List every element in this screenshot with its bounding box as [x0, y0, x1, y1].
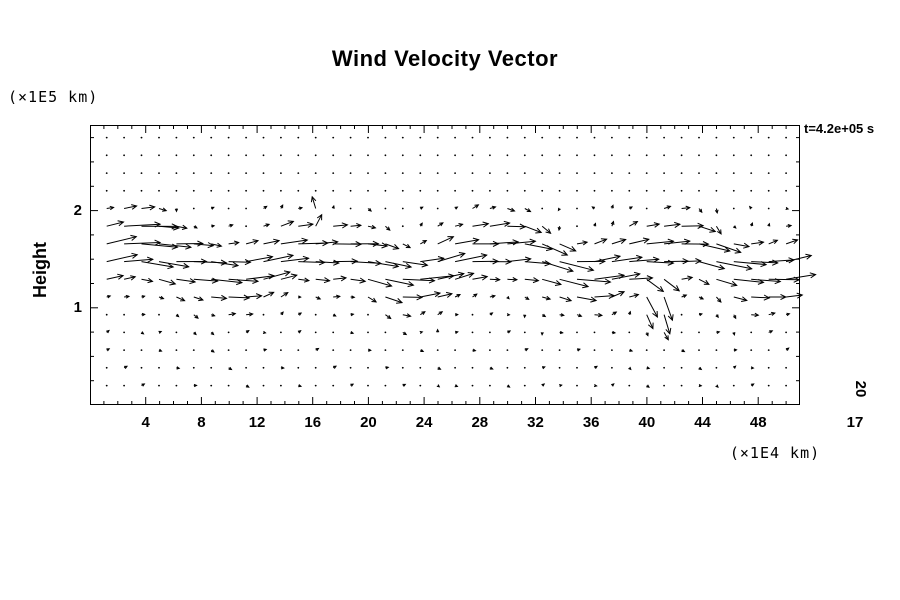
x-tick-label: 24	[415, 414, 433, 431]
chart-title: Wind Velocity Vector	[331, 46, 559, 71]
x-axis-unit-label: (×1E4 km)	[729, 444, 821, 462]
time-annotation: t=4.2e+05 s	[804, 121, 875, 136]
x-tick-label: 28	[471, 414, 489, 431]
x-tick-label: 16	[304, 414, 322, 431]
x-tick-label: 12	[248, 414, 266, 431]
x-tick-label: 36	[582, 414, 600, 431]
y-tick-label: 1	[73, 298, 82, 316]
x-tick-label: 20	[360, 414, 377, 431]
x-tick-label: 40	[638, 414, 656, 431]
right-bottom-label: 17	[846, 414, 864, 431]
y-axis-unit-label: (×1E5 km)	[8, 88, 99, 106]
plot-area	[90, 125, 817, 405]
x-tick-label: 44	[694, 414, 711, 431]
vector-field-plot	[90, 125, 817, 405]
x-tick-label: 8	[197, 414, 206, 431]
x-tick-label: 48	[749, 414, 767, 431]
right-rotated-label: 20	[852, 380, 870, 398]
y-tick-label: 2	[73, 201, 82, 219]
x-tick-label: 4	[141, 414, 150, 431]
x-tick-label: 32	[527, 414, 544, 431]
